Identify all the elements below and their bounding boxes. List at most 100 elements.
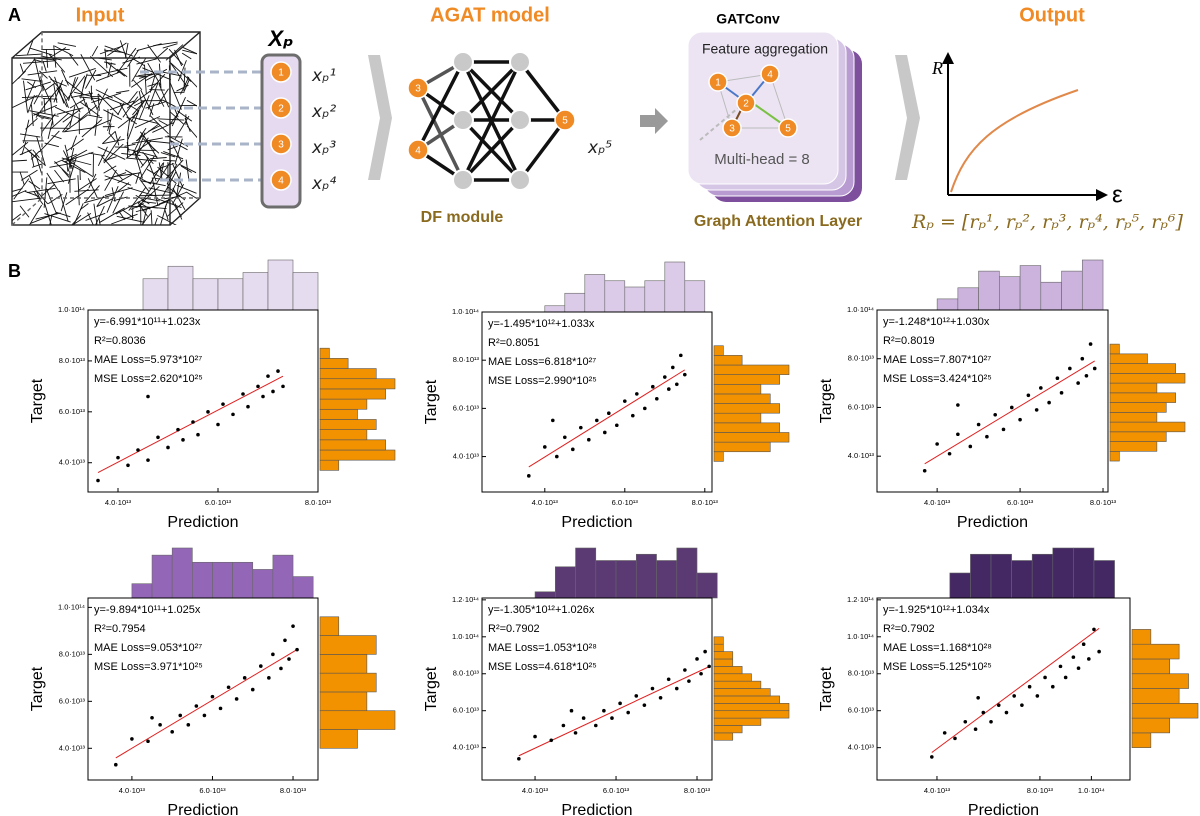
fiber bbox=[186, 191, 197, 200]
cube-outline bbox=[11, 31, 201, 226]
fiber bbox=[83, 194, 114, 204]
fit-line bbox=[528, 369, 686, 468]
gat-node-label: 1 bbox=[715, 78, 721, 89]
chevron bbox=[368, 55, 392, 180]
x-tick-label: 4.0·10¹³ bbox=[532, 498, 559, 507]
fiber bbox=[169, 82, 182, 110]
fiber bbox=[91, 45, 99, 57]
gat-node bbox=[736, 93, 756, 113]
fit-line bbox=[97, 375, 284, 474]
top-hist-bar bbox=[644, 280, 666, 313]
df-label: DF module bbox=[421, 209, 504, 226]
fit-annotation: MSE Loss=5.125*10²⁵ bbox=[883, 661, 992, 673]
fiber bbox=[158, 191, 187, 205]
fiber bbox=[12, 188, 23, 192]
x-tick-label: 4.0·10¹³ bbox=[924, 498, 951, 507]
right-hist-bar bbox=[713, 732, 734, 741]
fiber bbox=[145, 155, 157, 182]
fiber bbox=[42, 97, 58, 100]
fiber bbox=[24, 147, 37, 159]
right-hist-bar bbox=[1109, 412, 1158, 423]
fiber bbox=[54, 45, 74, 57]
right-hist-bar bbox=[1131, 732, 1152, 748]
point bbox=[1027, 684, 1032, 689]
fiber bbox=[132, 79, 143, 91]
fiber bbox=[12, 213, 22, 222]
point bbox=[256, 384, 260, 389]
right-hist-bar bbox=[319, 654, 368, 674]
point bbox=[1058, 664, 1063, 669]
fiber bbox=[168, 60, 187, 87]
right-hist-bar bbox=[1131, 629, 1152, 645]
fiber bbox=[184, 117, 191, 132]
point bbox=[276, 369, 280, 373]
fiber bbox=[167, 145, 178, 151]
point bbox=[170, 730, 174, 734]
point bbox=[683, 372, 687, 377]
fiber bbox=[29, 47, 53, 56]
df-node-label: 4 bbox=[415, 146, 421, 157]
fiber bbox=[143, 201, 157, 204]
x-axis-label: Prediction bbox=[561, 514, 632, 531]
point bbox=[234, 697, 239, 701]
fiber bbox=[186, 76, 197, 88]
fiber bbox=[47, 193, 63, 205]
point bbox=[695, 657, 699, 661]
right-hist-bar bbox=[319, 368, 377, 380]
right-hist-bar bbox=[319, 358, 349, 369]
point bbox=[942, 731, 947, 735]
fiber bbox=[68, 67, 96, 78]
fiber bbox=[12, 159, 27, 162]
point bbox=[259, 664, 263, 668]
fiber bbox=[69, 54, 79, 66]
right-hist-bar bbox=[1109, 343, 1120, 355]
fiber bbox=[103, 109, 123, 120]
fiber bbox=[23, 119, 30, 144]
fiber bbox=[146, 168, 160, 178]
x-tick-label: 6.0·10¹³ bbox=[199, 786, 226, 795]
point bbox=[1088, 342, 1093, 346]
y-tick-label: 4.0·10¹³ bbox=[59, 458, 86, 467]
fiber bbox=[115, 198, 145, 215]
point bbox=[206, 410, 210, 414]
fit-line bbox=[115, 649, 298, 759]
top-hist-bar bbox=[990, 553, 1012, 599]
fiber bbox=[112, 191, 125, 214]
fiber bbox=[28, 180, 41, 190]
plot-area bbox=[481, 597, 713, 781]
fiber bbox=[159, 163, 174, 169]
right-hist-bar bbox=[713, 355, 743, 366]
point bbox=[618, 701, 622, 706]
fit-annotation: MSE Loss=3.971*10²⁵ bbox=[94, 661, 203, 673]
point bbox=[1050, 684, 1055, 689]
fiber bbox=[138, 95, 150, 121]
point bbox=[593, 723, 598, 728]
gat-node-label: 4 bbox=[767, 70, 773, 81]
point bbox=[126, 463, 130, 468]
point bbox=[703, 649, 707, 654]
top-hist-bar bbox=[1081, 259, 1104, 311]
fiber bbox=[88, 152, 105, 157]
fiber bbox=[97, 94, 100, 111]
point bbox=[976, 695, 980, 700]
fiber bbox=[98, 217, 101, 225]
fiber bbox=[126, 116, 138, 125]
y-tick-label: 4.0·10¹³ bbox=[848, 451, 875, 460]
fiber bbox=[170, 62, 192, 82]
point bbox=[643, 406, 647, 411]
point bbox=[146, 739, 150, 744]
fit-annotation: MAE Loss=5.973*10²⁷ bbox=[94, 354, 202, 366]
fiber bbox=[116, 182, 130, 193]
fiber bbox=[116, 47, 137, 74]
fiber bbox=[61, 157, 74, 163]
top-hist-bar bbox=[1093, 560, 1115, 599]
fiber bbox=[150, 73, 166, 91]
fiber bbox=[122, 96, 139, 118]
x-tick-label: 8.0·10¹³ bbox=[280, 786, 307, 795]
fiber bbox=[171, 97, 186, 127]
fiber bbox=[119, 40, 128, 59]
point bbox=[283, 638, 287, 643]
x-tick-label: 8.0·10¹³ bbox=[1090, 498, 1117, 507]
top-hist-bar bbox=[970, 553, 992, 599]
fiber bbox=[49, 162, 75, 168]
